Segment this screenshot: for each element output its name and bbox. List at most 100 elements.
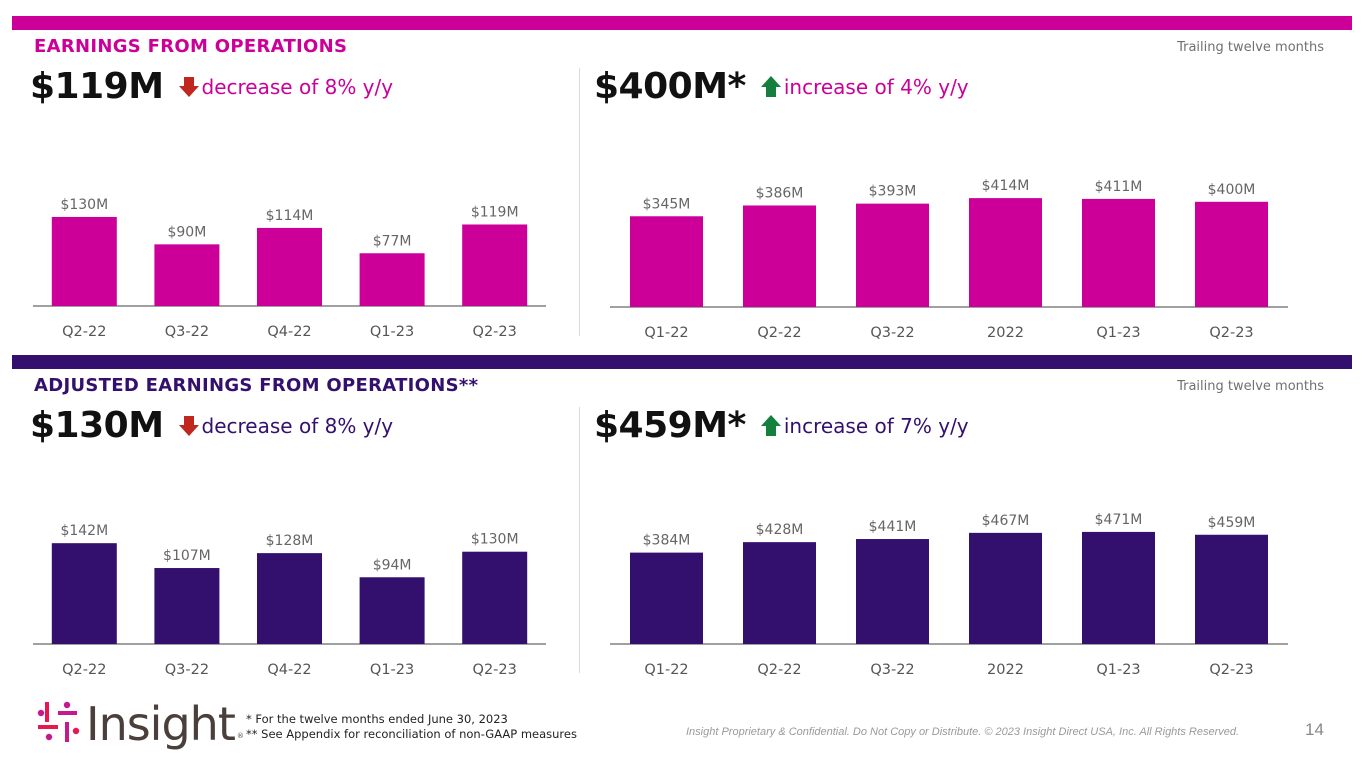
bar-q3-22 xyxy=(154,244,220,306)
up-arrow-icon xyxy=(760,75,781,97)
data-label: $384M xyxy=(643,533,691,549)
data-label: $428M xyxy=(756,522,804,538)
category-label: Q1-23 xyxy=(1096,662,1140,678)
category-label: Q1-22 xyxy=(644,325,688,341)
bar-2022 xyxy=(969,532,1042,644)
adjusted-earnings-quarterly-chart: $142M Q2-22 $107M Q3-22 $128M Q4-22 $94M Q1-23 $… xyxy=(33,523,546,678)
bar-q2-23 xyxy=(462,551,528,644)
category-label: Q3-22 xyxy=(165,324,209,340)
bar-q1-22 xyxy=(630,552,703,644)
earnings-quarterly-chart: $130M Q2-22 $90M Q3-22 $114M Q4-22 $77M Q1-23 $1… xyxy=(33,197,546,340)
top-ttm-label: Trailing twelve months xyxy=(1177,40,1324,55)
category-label: Q3-22 xyxy=(870,662,914,678)
bar-q2-23 xyxy=(1195,534,1268,644)
bar-q1-23 xyxy=(1082,198,1155,307)
bar-q4-22 xyxy=(257,227,322,306)
category-label: Q2-23 xyxy=(1209,662,1253,678)
bar-q1-22 xyxy=(630,216,703,307)
top-section-band xyxy=(12,16,1352,30)
kpi-change: increase of 4% y/y xyxy=(783,74,969,99)
category-label: Q2-23 xyxy=(473,324,517,340)
down-arrow-icon xyxy=(178,415,199,436)
category-label: Q2-22 xyxy=(62,324,106,340)
category-label: Q1-22 xyxy=(644,662,688,678)
category-label: Q2-23 xyxy=(1209,325,1253,341)
data-label: $94M xyxy=(373,557,412,573)
bar-q2-23 xyxy=(1195,201,1268,307)
data-label: $345M xyxy=(643,196,691,212)
kpi-value: $119M xyxy=(30,66,164,107)
category-label: Q2-23 xyxy=(473,662,517,678)
adjusted-earnings-quarterly-kpi: $130M decrease of 8% y/y xyxy=(30,405,393,446)
adjusted-earnings-ttm-kpi: $459M* increase of 7% y/y xyxy=(594,405,969,446)
bottom-section-band xyxy=(12,355,1352,369)
bar-q1-23 xyxy=(359,253,425,306)
data-label: $114M xyxy=(266,208,314,224)
registered-mark: ® xyxy=(236,732,244,740)
bottom-ttm-label: Trailing twelve months xyxy=(1177,379,1324,394)
bar-q3-22 xyxy=(154,568,220,644)
category-label: 2022 xyxy=(987,325,1024,341)
data-label: $77M xyxy=(373,233,412,249)
bar-q2-22 xyxy=(743,542,816,644)
category-label: Q1-23 xyxy=(370,662,414,678)
data-label: $414M xyxy=(982,178,1030,194)
bar-q1-23 xyxy=(359,577,425,644)
bar-q2-22 xyxy=(743,205,816,307)
category-label: Q2-22 xyxy=(62,662,106,678)
bottom-divider xyxy=(579,407,580,673)
adjusted-earnings-section-title: ADJUSTED EARNINGS FROM OPERATIONS** xyxy=(34,375,479,396)
bar-q3-22 xyxy=(856,539,929,644)
kpi-value: $459M* xyxy=(594,405,746,446)
footnotes: * For the twelve months ended June 30, 2… xyxy=(246,712,577,742)
data-label: $459M xyxy=(1208,515,1256,531)
data-label: $400M xyxy=(1208,182,1256,198)
down-arrow-icon xyxy=(178,76,199,97)
data-label: $128M xyxy=(266,533,314,549)
earnings-ttm-chart: $345M Q1-22 $386M Q2-22 $393M Q3-22 $414M 2022 $… xyxy=(610,178,1288,341)
kpi-change: increase of 7% y/y xyxy=(783,413,969,438)
data-label: $142M xyxy=(60,523,108,539)
bar-q3-22 xyxy=(856,203,929,307)
data-label: $411M xyxy=(1095,179,1143,195)
data-label: $130M xyxy=(471,532,519,548)
bar-2022 xyxy=(969,198,1042,307)
bar-q2-22 xyxy=(51,543,117,644)
top-divider xyxy=(579,68,580,336)
earnings-ttm-kpi: $400M* increase of 4% y/y xyxy=(594,66,969,107)
footnote-2: ** See Appendix for reconciliation of no… xyxy=(246,727,577,741)
data-label: $130M xyxy=(60,197,108,213)
data-label: $386M xyxy=(756,185,804,201)
data-label: $441M xyxy=(869,519,917,535)
data-label: $107M xyxy=(163,548,211,564)
category-label: Q2-22 xyxy=(757,325,801,341)
bar-q4-22 xyxy=(257,553,322,644)
data-label: $119M xyxy=(471,204,519,220)
earnings-quarterly-kpi: $119M decrease of 8% y/y xyxy=(30,66,393,107)
page-number: 14 xyxy=(1305,720,1324,739)
category-label: Q2-22 xyxy=(757,662,801,678)
data-label: $467M xyxy=(982,513,1030,529)
kpi-change: decrease of 8% y/y xyxy=(201,413,394,438)
kpi-value: $130M xyxy=(30,405,164,446)
data-label: $393M xyxy=(869,184,917,200)
insight-logo: Insight ® xyxy=(36,697,244,751)
category-label: Q3-22 xyxy=(870,325,914,341)
earnings-section-title: EARNINGS FROM OPERATIONS xyxy=(34,36,348,57)
category-label: Q3-22 xyxy=(165,662,209,678)
kpi-value: $400M* xyxy=(594,66,746,107)
data-label: $471M xyxy=(1095,512,1143,528)
up-arrow-icon xyxy=(760,414,781,436)
legal-notice: Insight Proprietary & Confidential. Do N… xyxy=(686,726,1240,738)
category-label: Q4-22 xyxy=(267,662,311,678)
adjusted-earnings-ttm-chart: $384M Q1-22 $428M Q2-22 $441M Q3-22 $467M 2022 $… xyxy=(610,512,1288,678)
category-label: Q4-22 xyxy=(267,324,311,340)
category-label: 2022 xyxy=(987,662,1024,678)
data-label: $90M xyxy=(167,224,206,240)
logo-wordmark: Insight xyxy=(86,697,236,751)
category-label: Q1-23 xyxy=(370,324,414,340)
bar-q1-23 xyxy=(1082,531,1155,644)
kpi-change: decrease of 8% y/y xyxy=(201,74,394,99)
insight-logo-mark-icon xyxy=(37,701,80,742)
category-label: Q1-23 xyxy=(1096,325,1140,341)
